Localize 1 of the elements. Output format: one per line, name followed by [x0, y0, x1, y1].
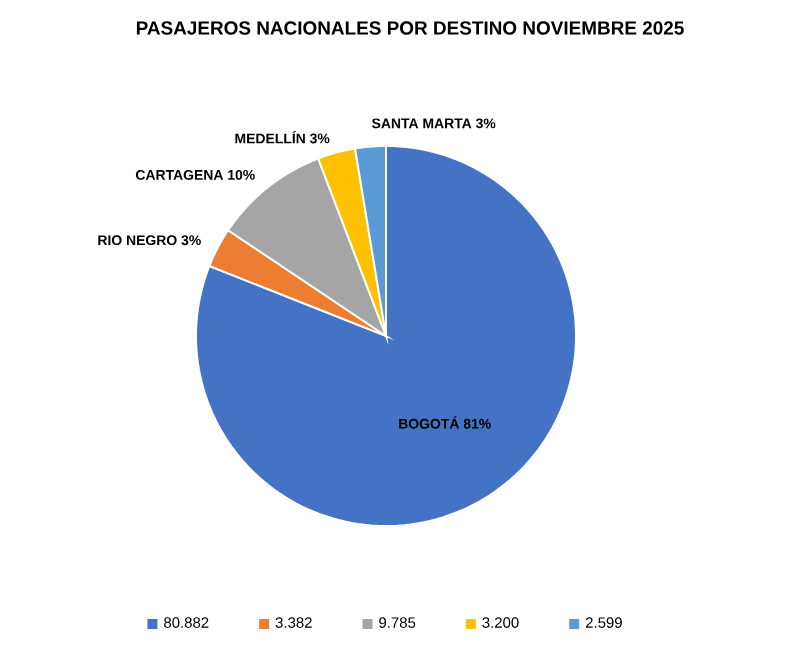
chart-title: PASAJEROS NACIONALES POR DESTINO NOVIEMBRE 2025: [136, 21, 684, 35]
